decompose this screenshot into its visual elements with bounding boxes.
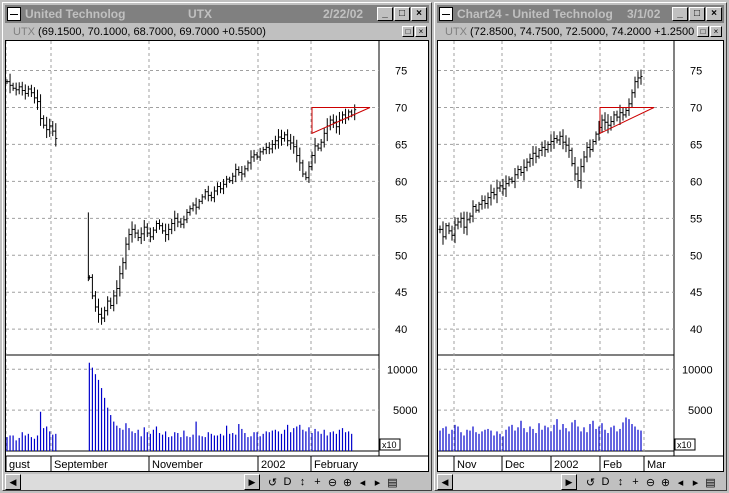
volume-tick-label: 10000 xyxy=(682,364,713,376)
horizontal-scrollbar[interactable]: ◀ ▶ xyxy=(5,474,260,490)
scroll-left-button[interactable]: ◀ xyxy=(437,474,453,490)
minimize-button[interactable]: _ xyxy=(672,7,688,21)
window-date: 2/22/02 xyxy=(323,7,364,21)
volume-multiplier-box xyxy=(379,438,401,451)
window-title: Chart24 - United Technolog xyxy=(457,7,613,21)
date-tick-label: November xyxy=(152,459,203,471)
date-tick-label: Dec xyxy=(505,459,525,471)
chart-toolbar: ↺ D ↕ + ⊖ ⊕ ◂ ▸ ▤ xyxy=(583,474,718,490)
chart-window-icon[interactable] xyxy=(439,7,453,21)
price-tick-label: 65 xyxy=(395,139,407,151)
date-tick-label: Mar xyxy=(647,459,666,471)
price-volume-chart[interactable]: 40 45 50 55 60 65 70 75 5000 10000 x10 Nov Dec 2002 Fe… xyxy=(438,41,723,471)
period-daily-button[interactable]: D xyxy=(601,476,610,488)
price-tick-label: 50 xyxy=(690,250,702,262)
chart-window-icon[interactable] xyxy=(7,7,21,21)
scroll-forward-icon[interactable]: ▸ xyxy=(374,476,381,489)
refresh-icon[interactable]: ↺ xyxy=(585,476,596,489)
close-button[interactable]: × xyxy=(411,7,427,21)
triangle-pattern xyxy=(311,106,371,135)
price-tick-label: 75 xyxy=(690,66,702,78)
price-tick-label: 55 xyxy=(690,213,702,225)
price-tick-label: 70 xyxy=(690,102,702,114)
zoom-in-icon[interactable]: ⊕ xyxy=(342,476,353,489)
minimize-button[interactable]: _ xyxy=(377,7,393,21)
volume-multiplier-box xyxy=(674,438,696,451)
title-bar-right[interactable]: Chart24 - United Technolog 3/1/02 _ □ × xyxy=(437,5,724,23)
zoom-out-icon[interactable]: ⊖ xyxy=(645,476,656,489)
scroll-back-icon[interactable]: ◂ xyxy=(677,476,684,489)
scroll-back-icon[interactable]: ◂ xyxy=(359,476,366,489)
vertical-scale-icon[interactable]: ↕ xyxy=(299,476,306,488)
pane-restore-icon[interactable]: □ xyxy=(697,26,709,37)
price-tick-label: 60 xyxy=(690,176,702,188)
chart-plot-area[interactable]: 40 45 50 55 60 65 70 75 5000 10000 x10 gust Septembe… xyxy=(5,40,429,472)
window-date: 3/1/02 xyxy=(627,7,661,21)
date-tick-label: September xyxy=(54,459,108,471)
scroll-right-button[interactable]: ▶ xyxy=(244,474,260,490)
zoom-in-icon[interactable]: ⊕ xyxy=(660,476,671,489)
maximize-button[interactable]: □ xyxy=(394,7,410,21)
info-bar: UTX (72.8500, 74.7500, 72.5000, 74.2000 … xyxy=(437,25,724,39)
volume-tick-label: 10000 xyxy=(387,364,418,376)
price-tick-label: 40 xyxy=(395,324,407,336)
title-bar-left[interactable]: United Technolog UTX 2/22/02 _ □ × xyxy=(5,5,429,23)
chart-window-right: Chart24 - United Technolog 3/1/02 _ □ × … xyxy=(434,2,727,491)
price-tick-label: 55 xyxy=(395,213,407,225)
volume-tick-label: 5000 xyxy=(393,405,417,417)
properties-icon[interactable]: ▤ xyxy=(387,476,398,489)
window-symbol: UTX xyxy=(188,7,212,21)
pane-restore-icon[interactable]: □ xyxy=(402,26,414,37)
volume-tick-label: 5000 xyxy=(688,405,712,417)
window-title: United Technolog xyxy=(25,7,126,21)
scroll-forward-icon[interactable]: ▸ xyxy=(692,476,699,489)
crosshair-icon[interactable]: + xyxy=(314,476,321,488)
scroll-track[interactable] xyxy=(21,474,244,490)
date-tick-label: gust xyxy=(9,459,30,471)
chart-window-left: United Technolog UTX 2/22/02 _ □ × UTX (… xyxy=(2,2,432,491)
price-tick-label: 60 xyxy=(395,176,407,188)
zoom-out-icon[interactable]: ⊖ xyxy=(327,476,338,489)
refresh-icon[interactable]: ↺ xyxy=(267,476,278,489)
chart-plot-area[interactable]: 40 45 50 55 60 65 70 75 5000 10000 x10 Nov Dec 2002 Fe… xyxy=(437,40,724,472)
date-tick-label: Nov xyxy=(457,459,477,471)
date-tick-label: 2002 xyxy=(554,459,578,471)
maximize-button[interactable]: □ xyxy=(689,7,705,21)
volume-multiplier-label: x10 xyxy=(382,440,397,450)
period-daily-button[interactable]: D xyxy=(283,476,292,488)
price-volume-chart[interactable]: 40 45 50 55 60 65 70 75 5000 10000 x10 gust Septembe… xyxy=(5,41,428,471)
chart-toolbar: ↺ D ↕ + ⊖ ⊕ ◂ ▸ ▤ xyxy=(265,474,400,490)
price-tick-label: 45 xyxy=(690,287,702,299)
close-button[interactable]: × xyxy=(706,7,722,21)
date-tick-label: February xyxy=(314,459,359,471)
pane-close-icon[interactable]: × xyxy=(415,26,427,37)
volume-multiplier-label: x10 xyxy=(677,440,692,450)
info-symbol: UTX xyxy=(445,26,467,38)
price-tick-label: 75 xyxy=(395,66,407,78)
scroll-right-button[interactable]: ▶ xyxy=(561,474,577,490)
info-symbol: UTX xyxy=(13,26,35,38)
price-tick-label: 40 xyxy=(690,324,702,336)
price-tick-label: 45 xyxy=(395,287,407,299)
properties-icon[interactable]: ▤ xyxy=(705,476,716,489)
ohlc-values: (72.8500, 74.7500, 72.5000, 74.2000 +1.2… xyxy=(467,26,695,38)
price-tick-label: 65 xyxy=(690,139,702,151)
crosshair-icon[interactable]: + xyxy=(632,476,639,488)
date-tick-label: 2002 xyxy=(261,459,285,471)
date-tick-label: Feb xyxy=(603,459,622,471)
price-tick-label: 50 xyxy=(395,250,407,262)
price-tick-label: 70 xyxy=(395,102,407,114)
scroll-track[interactable] xyxy=(453,474,561,490)
horizontal-scrollbar[interactable]: ◀ ▶ xyxy=(437,474,577,490)
scroll-left-button[interactable]: ◀ xyxy=(5,474,21,490)
info-bar: UTX (69.1500, 70.1000, 68.7000, 69.7000 … xyxy=(5,25,429,39)
ohlc-values: (69.1500, 70.1000, 68.7000, 69.7000 +0.5… xyxy=(35,26,266,38)
pane-close-icon[interactable]: × xyxy=(710,26,722,37)
vertical-scale-icon[interactable]: ↕ xyxy=(617,476,624,488)
